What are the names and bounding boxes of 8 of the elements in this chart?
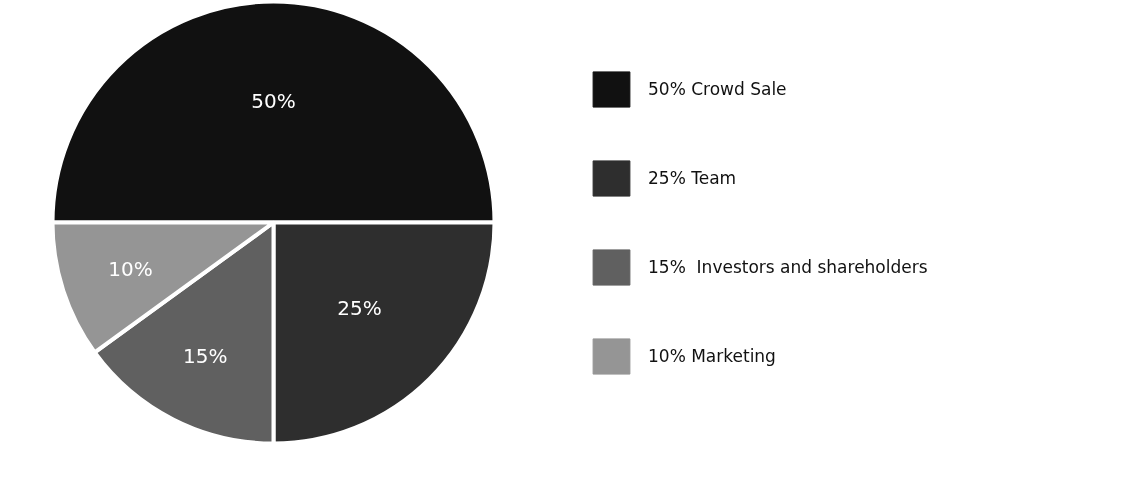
data-label: 15% <box>183 344 228 369</box>
data-label: 50% <box>251 88 296 113</box>
legend-label: 50% Crowd Sale <box>648 79 787 99</box>
legend-label: 25% Team <box>648 168 737 188</box>
data-label: 25% <box>337 296 382 321</box>
data-label: 10% <box>108 256 153 281</box>
legend-label: 15% Investors and shareholders <box>648 257 928 277</box>
legend-label: 10% Marketing <box>648 346 776 366</box>
